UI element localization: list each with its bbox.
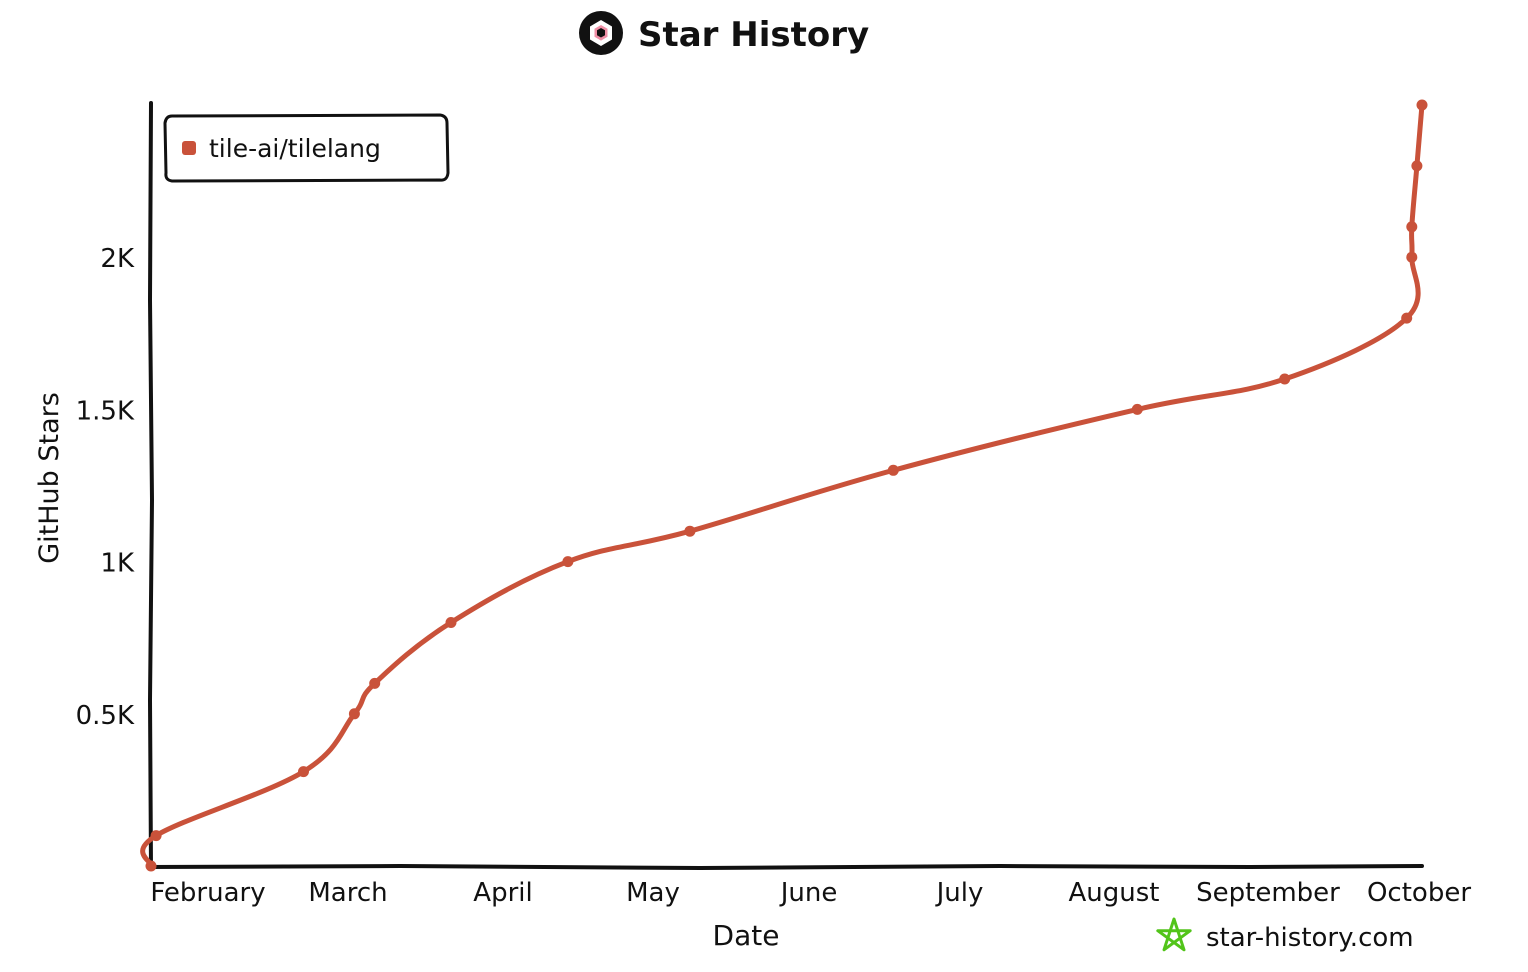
x-axis-ticks: February March April May June July August Septe… xyxy=(150,878,1471,908)
y-axis-line xyxy=(147,101,155,870)
y-axis-label: GitHub Stars xyxy=(34,392,65,564)
x-tick-label: September xyxy=(1196,878,1340,908)
x-tick-label: August xyxy=(1069,878,1160,908)
chart-title: Star History xyxy=(638,15,869,55)
star-history-logo-icon xyxy=(579,11,623,55)
data-point[interactable] xyxy=(562,556,574,568)
legend[interactable]: tile-ai/tilelang xyxy=(163,113,450,183)
watermark[interactable]: star-history.com xyxy=(1156,917,1414,953)
y-tick-label: 0.5K xyxy=(76,701,135,731)
x-axis-label: Date xyxy=(713,919,780,952)
data-point[interactable] xyxy=(298,766,309,778)
data-point[interactable] xyxy=(369,677,381,689)
x-tick-label: February xyxy=(150,878,265,908)
x-tick-label: October xyxy=(1367,878,1471,908)
y-tick-label: 1K xyxy=(100,549,135,579)
data-point[interactable] xyxy=(1401,312,1413,324)
legend-box xyxy=(163,113,450,183)
axes xyxy=(146,101,1424,871)
data-point[interactable] xyxy=(1279,373,1291,385)
data-point[interactable] xyxy=(1406,221,1418,233)
x-tick-label: June xyxy=(779,878,838,908)
x-tick-label: July xyxy=(935,878,984,908)
y-tick-label: 2K xyxy=(100,244,135,274)
data-point[interactable] xyxy=(887,464,899,476)
y-tick-label: 1.5K xyxy=(76,396,135,426)
legend-label: tile-ai/tilelang xyxy=(209,134,381,163)
series-layer xyxy=(140,99,1428,872)
data-point[interactable] xyxy=(1416,99,1428,111)
data-point[interactable] xyxy=(348,708,360,720)
data-point[interactable] xyxy=(1131,403,1143,415)
x-tick-label: May xyxy=(626,878,680,908)
data-point[interactable] xyxy=(150,830,162,842)
data-point[interactable] xyxy=(1406,251,1418,263)
star-outline-icon xyxy=(1156,917,1192,952)
x-tick-label: April xyxy=(473,878,532,908)
series-line xyxy=(140,102,1425,869)
data-point[interactable] xyxy=(684,525,696,537)
x-tick-label: March xyxy=(308,878,387,908)
y-axis-ticks: 0.5K 1K 1.5K 2K xyxy=(76,244,135,731)
data-point[interactable] xyxy=(445,617,457,628)
data-point[interactable] xyxy=(145,860,157,872)
chart-header: Star History xyxy=(579,11,869,55)
watermark-text: star-history.com xyxy=(1206,923,1414,953)
legend-swatch xyxy=(182,141,196,155)
x-axis-line xyxy=(146,863,1424,871)
data-point[interactable] xyxy=(1411,160,1423,172)
